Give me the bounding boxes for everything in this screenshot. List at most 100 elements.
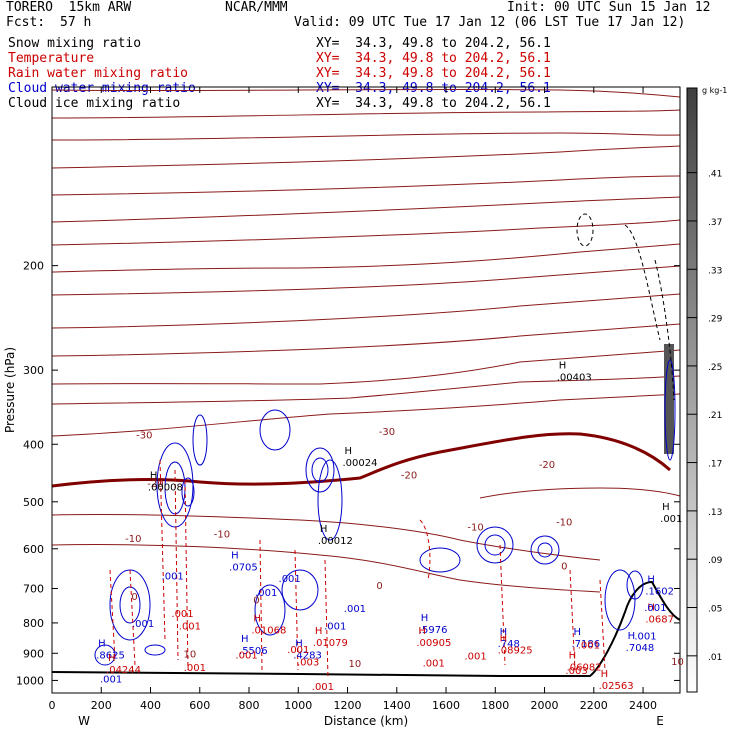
maximum-marker: H bbox=[150, 471, 158, 482]
isotherm-label: 10 bbox=[671, 657, 684, 668]
field-xy-cloud-ice: XY= 34.3, 49.8 to 204.2, 56.1 bbox=[316, 96, 551, 111]
contour-label: .001 bbox=[634, 631, 656, 642]
maximum-value: .0705 bbox=[229, 563, 258, 574]
init-time: Init: 00 UTC Sun 15 Jan 12 bbox=[507, 0, 711, 15]
valid-time: Valid: 09 UTC Tue 17 Jan 12 (06 LST Tue … bbox=[294, 15, 686, 30]
maximum-marker: H bbox=[500, 627, 508, 638]
maximum-marker: H bbox=[320, 524, 328, 535]
maximum-value: .0687 bbox=[645, 614, 674, 625]
maximum-marker: H bbox=[601, 669, 609, 680]
axes: 0 200 400 600 800 1000 1200 1400 1600 1800 2000 220… bbox=[3, 86, 681, 728]
field-name-cloud-water: Cloud water mixing ratio bbox=[8, 81, 196, 96]
field-name-temperature: Temperature bbox=[8, 51, 95, 66]
maximum-value: .4283 bbox=[293, 650, 322, 661]
maximum-marker: H bbox=[253, 614, 261, 625]
colorbar-tick-label: .13 bbox=[708, 508, 722, 518]
contour-label: .001 bbox=[279, 574, 301, 585]
x-tick-label: 1600 bbox=[432, 699, 460, 712]
colorbar: g kg-1 .01 .05 .09 .13 .17 .21 .25 .29 .33 .37 .41 bbox=[686, 86, 727, 693]
freezing-level-line bbox=[51, 432, 672, 488]
y-tick-label: 600 bbox=[23, 543, 44, 556]
maximum-marker: H bbox=[647, 602, 655, 613]
maximum-value: .00024 bbox=[342, 458, 377, 469]
colorbar-tick-label: .41 bbox=[708, 170, 722, 180]
isotherm-label: -10 bbox=[214, 529, 230, 540]
contour-label: .003 bbox=[565, 666, 587, 677]
colorbar-tick-label: .37 bbox=[708, 218, 722, 228]
x-tick-label: 800 bbox=[239, 699, 260, 712]
cloud-ice-shading bbox=[664, 344, 674, 454]
maximum-value: .00905 bbox=[416, 638, 451, 649]
isotherm-label: 0 bbox=[561, 561, 567, 572]
colorbar-unit: g kg-1 bbox=[702, 86, 727, 95]
west-label: W bbox=[78, 714, 90, 728]
maximum-marker: H bbox=[98, 638, 106, 649]
y-tick-label: 800 bbox=[23, 617, 44, 630]
contour-label: .001 bbox=[162, 571, 184, 582]
isotherm-label: 0 bbox=[131, 592, 137, 603]
isotherm-label: -10 bbox=[467, 522, 483, 533]
contour-label: .001 bbox=[235, 651, 257, 662]
maximum-marker: H bbox=[662, 502, 670, 513]
x-tick-label: 1200 bbox=[334, 699, 362, 712]
colorbar-tick-label: .05 bbox=[708, 605, 722, 615]
isotherm-label: 0 bbox=[376, 581, 382, 592]
contour-label: .001 bbox=[171, 609, 193, 620]
x-tick-label: 1800 bbox=[481, 699, 509, 712]
org-title: NCAR/MMM bbox=[225, 0, 288, 15]
maximum-value: .00008 bbox=[148, 483, 183, 494]
isotherm-label: 10 bbox=[349, 659, 362, 670]
maximum-marker: H bbox=[573, 627, 581, 638]
y-tick-label: 300 bbox=[23, 364, 44, 377]
plot-frame bbox=[51, 86, 681, 694]
maximum-marker: H bbox=[241, 634, 249, 645]
contour-label: .001 bbox=[578, 641, 600, 652]
maximum-marker: H bbox=[231, 551, 239, 562]
x-tick-label: 2000 bbox=[531, 699, 559, 712]
maximum-value: .01079 bbox=[313, 638, 348, 649]
maximum-value: .01068 bbox=[251, 626, 286, 637]
maximum-marker: H bbox=[569, 650, 577, 661]
field-name-snow: Snow mixing ratio bbox=[8, 36, 142, 51]
maximum-marker: H bbox=[295, 638, 303, 649]
x-tick-label: 0 bbox=[49, 699, 56, 712]
x-tick-label: 2200 bbox=[580, 699, 608, 712]
contour-label: .003 bbox=[297, 658, 319, 669]
maximum-value: .7186 bbox=[571, 639, 600, 650]
model-title: TORERO 15km ARW bbox=[6, 0, 132, 15]
field-name-rain: Rain water mixing ratio bbox=[8, 66, 189, 81]
maximum-marker: H bbox=[559, 360, 567, 371]
colorbar-tick-label: .33 bbox=[708, 266, 722, 276]
y-tick-label: 700 bbox=[23, 583, 44, 596]
field-xy-temperature: XY= 34.3, 49.8 to 204.2, 56.1 bbox=[316, 51, 551, 66]
y-tick-label: 500 bbox=[23, 496, 44, 509]
field-xy-cloud-water: XY= 34.3, 49.8 to 204.2, 56.1 bbox=[316, 81, 551, 96]
maximum-marker: H bbox=[647, 575, 655, 586]
contour-label: .001 bbox=[100, 674, 122, 685]
x-tick-label: 1000 bbox=[284, 699, 312, 712]
maximum-value: .001 bbox=[660, 514, 682, 525]
isotherm-label: -10 bbox=[556, 518, 572, 529]
x-tick-label: 1400 bbox=[383, 699, 411, 712]
contour-label: .001 bbox=[312, 682, 334, 693]
maximum-marker: H bbox=[421, 613, 429, 624]
y-tick-label: 400 bbox=[23, 438, 44, 451]
colorbar-tick-label: .21 bbox=[708, 411, 722, 421]
maximum-value: .00403 bbox=[557, 372, 592, 383]
x-tick-label: 400 bbox=[140, 699, 161, 712]
isotherm-label: 10 bbox=[184, 649, 197, 660]
maximum-marker: H bbox=[628, 631, 636, 642]
maximum-value: .748 bbox=[498, 639, 520, 650]
rain-water-contours bbox=[109, 459, 606, 679]
maximum-marker: H bbox=[315, 626, 323, 637]
maximum-value: .5976 bbox=[419, 625, 448, 636]
contour-label: .001 bbox=[255, 588, 277, 599]
forecast-hour: 57 h bbox=[60, 15, 92, 30]
maximum-value: .00012 bbox=[318, 536, 353, 547]
field-name-cloud-ice: Cloud ice mixing ratio bbox=[8, 96, 181, 111]
contour-label: .001 bbox=[464, 652, 486, 663]
maximum-value: .8625 bbox=[96, 650, 125, 661]
maximum-value: .5506 bbox=[239, 646, 268, 657]
